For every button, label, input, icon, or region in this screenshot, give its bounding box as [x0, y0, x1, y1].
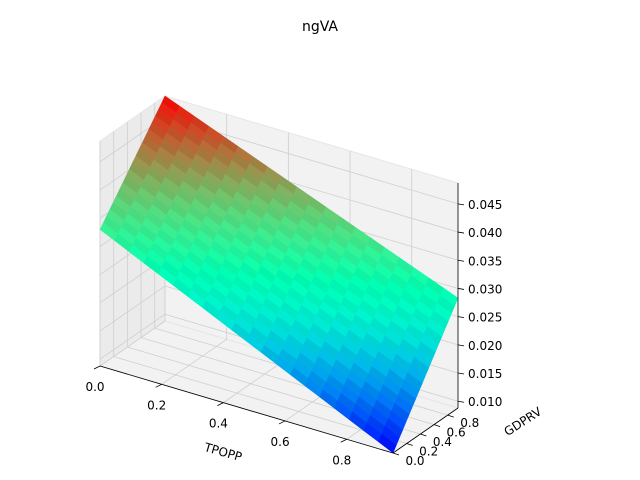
- z-tick-label: 0.025: [468, 311, 502, 325]
- grid-line: [99, 285, 166, 332]
- y-tick-label: 0.0: [405, 454, 424, 468]
- z-tick-label: 0.035: [468, 254, 502, 268]
- x-axis-line: [99, 365, 394, 454]
- x-tick-mark: [340, 438, 347, 443]
- surface-plot: [99, 95, 459, 454]
- y-axis-label: GDPRV: [502, 404, 545, 439]
- z-tick-mark: [457, 400, 465, 403]
- grid-line: [113, 356, 407, 444]
- z-tick-mark: [457, 231, 465, 234]
- y-tick-mark: [392, 452, 400, 456]
- x-tick-mark: [155, 383, 162, 388]
- z-tick-mark: [457, 203, 465, 206]
- y-axis-line: [392, 407, 459, 454]
- y-tick-label: 0.2: [419, 445, 438, 459]
- chart-title: ngVA: [302, 19, 338, 35]
- z-tick-mark: [457, 259, 465, 262]
- grid-line: [161, 338, 227, 385]
- y-tick-mark: [420, 433, 427, 437]
- grid-line: [99, 320, 166, 367]
- axis-lines: [99, 183, 459, 454]
- y-tick-label: 0.4: [433, 435, 452, 449]
- x-tick-mark: [278, 420, 286, 425]
- x-tick-label: 0.0: [85, 380, 104, 394]
- y-tick-label: 0.6: [447, 426, 466, 440]
- grid-line: [99, 313, 166, 360]
- x-tick-label: 0.8: [332, 453, 351, 467]
- x-tick-label: 0.6: [271, 435, 290, 449]
- y-tick-mark: [433, 424, 441, 427]
- z-tick-mark: [457, 344, 465, 347]
- z-tick-label: 0.030: [468, 282, 502, 296]
- z-tick-label: 0.045: [468, 198, 502, 212]
- y-tick-mark: [406, 443, 413, 446]
- y-tick-mark: [447, 414, 454, 418]
- x-tick-mark: [217, 402, 224, 406]
- z-tick-label: 0.015: [468, 367, 502, 381]
- x-tick-label: 0.2: [147, 398, 166, 412]
- z-tick-label: 0.010: [468, 395, 502, 409]
- surface-cell: [378, 433, 397, 454]
- tick-labels: 0.00.20.40.60.8 0.00.20.40.60.80.0100.015…: [85, 198, 502, 468]
- x-axis-label: TPOPP: [202, 440, 244, 464]
- x-tick-mark: [93, 365, 101, 370]
- y-tick-label: 0.8: [460, 416, 479, 430]
- x-tick-label: 0.4: [209, 417, 228, 431]
- z-tick-label: 0.040: [468, 226, 502, 240]
- z-tick-mark: [457, 372, 465, 375]
- z-tick-mark: [457, 316, 465, 319]
- z-tick-label: 0.020: [468, 339, 502, 353]
- z-tick-mark: [457, 288, 465, 290]
